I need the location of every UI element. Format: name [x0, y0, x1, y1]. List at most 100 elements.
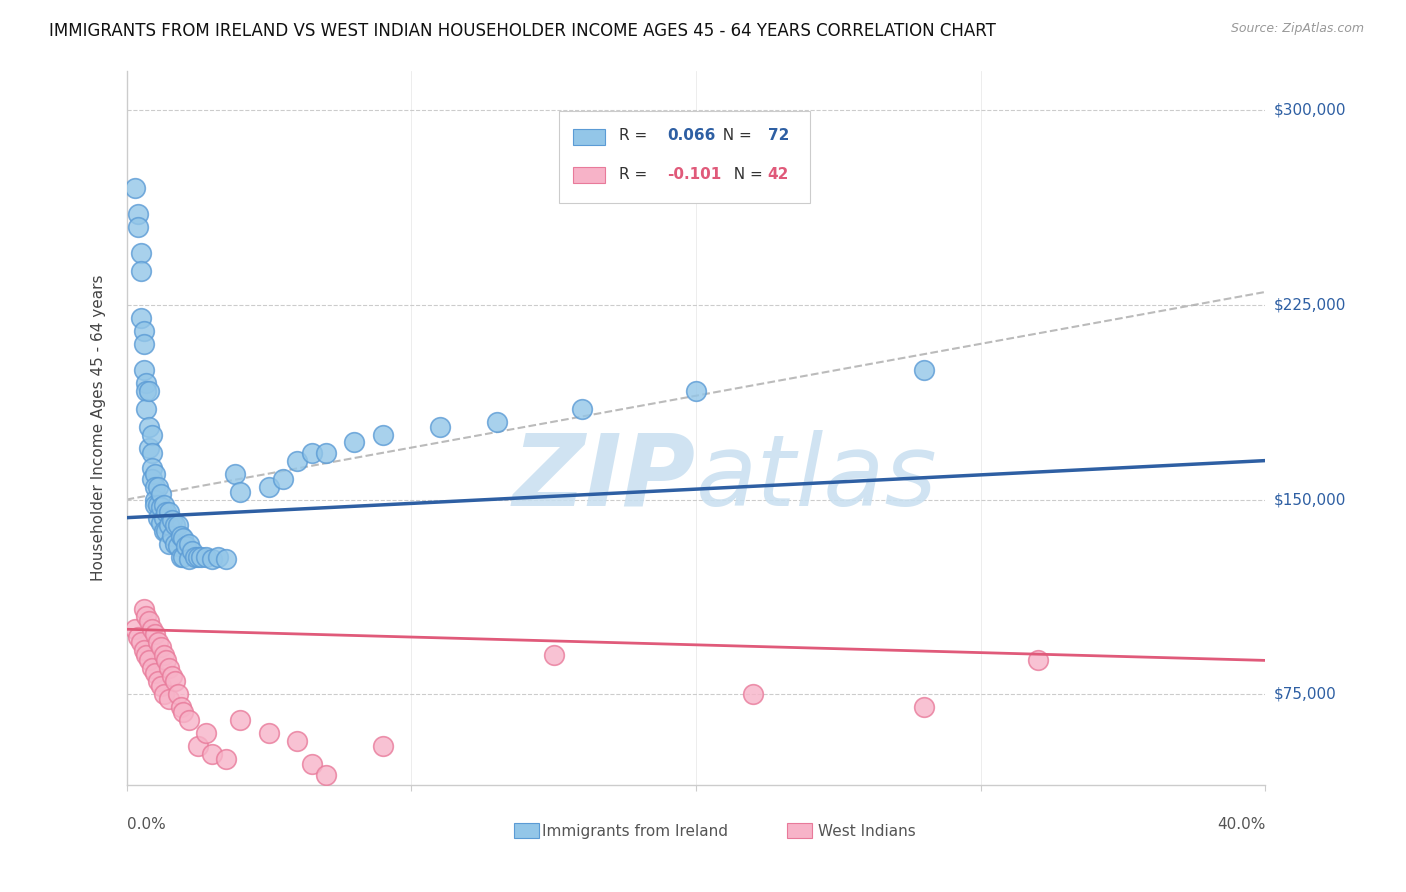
Point	[127, 630, 149, 644]
Point	[172, 549, 194, 564]
Point	[152, 524, 174, 538]
Point	[152, 648, 174, 663]
Point	[912, 363, 935, 377]
Point	[135, 384, 157, 398]
Point	[124, 622, 146, 636]
Y-axis label: Householder Income Ages 45 - 64 years: Householder Income Ages 45 - 64 years	[91, 275, 105, 582]
FancyBboxPatch shape	[574, 128, 605, 145]
Point	[1026, 653, 1049, 667]
Point	[157, 506, 180, 520]
Point	[152, 510, 174, 524]
Point	[149, 679, 172, 693]
Point	[152, 498, 174, 512]
Point	[169, 700, 191, 714]
Text: -0.101: -0.101	[668, 167, 721, 182]
Point	[135, 648, 157, 663]
Point	[181, 544, 204, 558]
Point	[141, 472, 163, 486]
Point	[135, 401, 157, 416]
Point	[166, 687, 188, 701]
Point	[138, 420, 160, 434]
Point	[287, 453, 309, 467]
Point	[129, 246, 152, 260]
Point	[135, 609, 157, 624]
Point	[157, 661, 180, 675]
Point	[141, 661, 163, 675]
Point	[176, 539, 198, 553]
Point	[146, 635, 169, 649]
Point	[160, 529, 183, 543]
Text: IMMIGRANTS FROM IRELAND VS WEST INDIAN HOUSEHOLDER INCOME AGES 45 - 64 YEARS COR: IMMIGRANTS FROM IRELAND VS WEST INDIAN H…	[49, 22, 995, 40]
Text: R =: R =	[619, 167, 651, 182]
FancyBboxPatch shape	[574, 167, 605, 183]
Text: 0.0%: 0.0%	[127, 817, 166, 832]
Point	[301, 446, 323, 460]
Point	[157, 692, 180, 706]
Point	[132, 363, 155, 377]
Point	[166, 518, 188, 533]
Point	[190, 549, 212, 564]
Point	[160, 669, 183, 683]
Point	[155, 524, 177, 538]
FancyBboxPatch shape	[513, 822, 538, 838]
Text: ZIP: ZIP	[513, 430, 696, 526]
Point	[207, 549, 229, 564]
Text: R =: R =	[619, 128, 651, 143]
Point	[179, 713, 201, 727]
Text: 40.0%: 40.0%	[1218, 817, 1265, 832]
Point	[163, 536, 186, 550]
Point	[149, 500, 172, 515]
Point	[371, 739, 394, 753]
Point	[257, 726, 280, 740]
Text: N =: N =	[713, 128, 756, 143]
Point	[179, 552, 201, 566]
Point	[201, 747, 224, 761]
Point	[146, 510, 169, 524]
Point	[157, 536, 180, 550]
Text: Immigrants from Ireland: Immigrants from Ireland	[543, 824, 728, 838]
Text: $225,000: $225,000	[1274, 297, 1346, 312]
Point	[485, 415, 508, 429]
Text: 72: 72	[768, 128, 789, 143]
Text: 42: 42	[768, 167, 789, 182]
Point	[143, 479, 166, 493]
Point	[179, 536, 201, 550]
Point	[160, 513, 183, 527]
Point	[143, 666, 166, 681]
Point	[257, 479, 280, 493]
Text: $75,000: $75,000	[1274, 687, 1337, 702]
Text: 0.066: 0.066	[668, 128, 716, 143]
Point	[146, 498, 169, 512]
Point	[195, 726, 218, 740]
Point	[742, 687, 765, 701]
Point	[187, 549, 209, 564]
Point	[287, 734, 309, 748]
Point	[224, 467, 246, 481]
Point	[315, 446, 337, 460]
Point	[138, 653, 160, 667]
Point	[215, 552, 238, 566]
Point	[155, 506, 177, 520]
Point	[129, 635, 152, 649]
Point	[543, 648, 565, 663]
Text: Source: ZipAtlas.com: Source: ZipAtlas.com	[1230, 22, 1364, 36]
Point	[195, 549, 218, 564]
Point	[138, 441, 160, 455]
Point	[141, 446, 163, 460]
Point	[127, 207, 149, 221]
Point	[149, 487, 172, 501]
Point	[229, 713, 252, 727]
Point	[143, 627, 166, 641]
Point	[138, 384, 160, 398]
Point	[169, 529, 191, 543]
Point	[315, 767, 337, 781]
Point	[146, 674, 169, 689]
Text: N =: N =	[724, 167, 768, 182]
Point	[129, 310, 152, 325]
Point	[132, 601, 155, 615]
Point	[124, 181, 146, 195]
Point	[229, 484, 252, 499]
Point	[157, 518, 180, 533]
Point	[152, 687, 174, 701]
Point	[301, 757, 323, 772]
